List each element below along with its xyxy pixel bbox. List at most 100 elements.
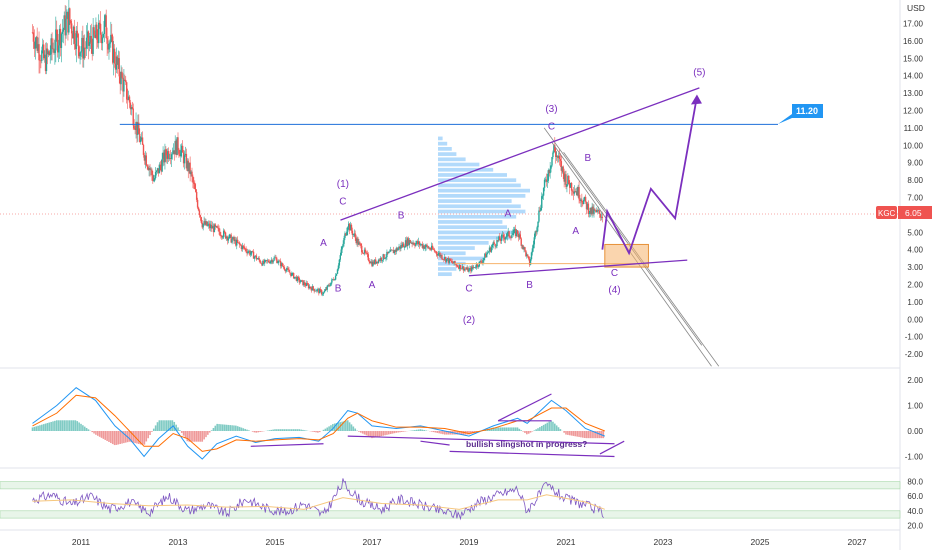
price-candle [506, 237, 507, 238]
wave-label: (2) [463, 315, 475, 326]
macd-histogram-bar [101, 431, 103, 438]
macd-histogram-bar [218, 424, 220, 431]
volume-profile-bar [438, 137, 443, 141]
price-candle [244, 246, 245, 248]
macd-histogram-bar [80, 424, 82, 431]
last-price-value: 6.05 [905, 208, 922, 218]
macd-histogram-bar [159, 420, 161, 431]
price-candle [534, 237, 535, 244]
price-candle [410, 240, 411, 243]
macd-histogram-bar [63, 420, 65, 431]
volume-profile-bar [438, 173, 507, 177]
macd-histogram-bar [194, 431, 196, 442]
price-candle [359, 242, 360, 244]
price-candle [192, 177, 193, 183]
price-candle [140, 140, 141, 142]
macd-annotation: bullish slingshot in progress? [466, 439, 587, 449]
macd-histogram-bar [304, 430, 306, 431]
macd-tick-label: 2.00 [907, 376, 923, 385]
macd-histogram-bar [291, 429, 293, 431]
macd-histogram-bar [144, 431, 146, 445]
price-candle [385, 257, 386, 258]
macd-histogram-bar [438, 431, 440, 433]
macd-histogram-bar [62, 420, 64, 431]
macd-histogram-bar [377, 431, 379, 437]
price-candle [247, 252, 248, 253]
macd-histogram-bar [145, 431, 147, 441]
macd-histogram-bar [563, 431, 565, 433]
price-candle [256, 256, 257, 260]
volume-profile-bar [438, 194, 525, 198]
macd-histogram-bar [155, 425, 157, 431]
price-candle [228, 238, 229, 240]
macd-histogram-bar [39, 425, 41, 431]
price-candle [147, 165, 148, 167]
price-tick-label: 5.00 [907, 228, 923, 237]
price-tick-label: 10.00 [903, 141, 924, 150]
price-candle [125, 80, 126, 82]
macd-histogram-bar [537, 428, 539, 431]
resistance-callout-value: 11.20 [796, 106, 818, 116]
price-candle [161, 159, 162, 172]
price-candle [216, 226, 217, 228]
macd-histogram-bar [399, 431, 401, 432]
price-candle [121, 72, 122, 78]
macd-histogram-bar [556, 425, 558, 431]
price-candle [436, 251, 437, 253]
price-candle [524, 247, 525, 250]
macd-histogram-bar [157, 422, 159, 431]
price-candle [560, 159, 561, 161]
price-candle [109, 43, 110, 44]
price-tick-label: 2.00 [907, 280, 923, 289]
macd-histogram-bar [207, 431, 209, 435]
price-candle [413, 243, 414, 245]
macd-histogram-bar [392, 431, 394, 434]
price-candle [336, 274, 337, 276]
macd-histogram-bar [259, 431, 261, 432]
macd-histogram-bar [345, 421, 347, 431]
macd-histogram-bar [114, 431, 116, 445]
macd-histogram-bar [162, 420, 164, 431]
price-candle [415, 243, 416, 246]
macd-histogram-bar [298, 429, 300, 431]
macd-histogram-bar [82, 425, 84, 431]
macd-histogram-bar [50, 422, 52, 431]
macd-histogram-bar [390, 431, 392, 434]
macd-histogram-bar [88, 429, 90, 431]
macd-histogram-bar [196, 431, 198, 442]
volume-profile-bar [438, 184, 521, 188]
macd-histogram-bar [295, 429, 297, 431]
price-candle [338, 265, 339, 269]
price-candle [258, 258, 259, 260]
price-candle [178, 150, 179, 154]
price-candle [538, 210, 539, 221]
macd-histogram-bar [364, 431, 366, 434]
price-candle [581, 200, 582, 203]
price-candle [299, 278, 300, 282]
price-candle [599, 210, 600, 214]
price-candle [508, 231, 509, 236]
wave-label: A [504, 209, 511, 220]
price-candle [146, 155, 147, 165]
macd-histogram-bar [52, 421, 54, 431]
price-candle [503, 235, 504, 238]
price-candle [219, 232, 220, 236]
price-candle [343, 238, 344, 244]
macd-histogram-bar [401, 431, 403, 432]
price-candle [104, 21, 105, 34]
macd-histogram-bar [312, 431, 314, 432]
price-candle [363, 253, 364, 254]
price-candle [323, 292, 324, 294]
price-candle [495, 246, 496, 247]
price-candle [521, 239, 522, 246]
price-candle [488, 251, 489, 252]
macd-histogram-bar [558, 427, 560, 431]
price-candle [98, 23, 99, 43]
price-candle [531, 252, 532, 259]
price-candle [41, 50, 42, 61]
price-tick-label: 3.00 [907, 263, 923, 272]
macd-histogram-bar [509, 427, 511, 431]
macd-histogram-bar [554, 424, 556, 431]
price-candle [38, 44, 39, 60]
